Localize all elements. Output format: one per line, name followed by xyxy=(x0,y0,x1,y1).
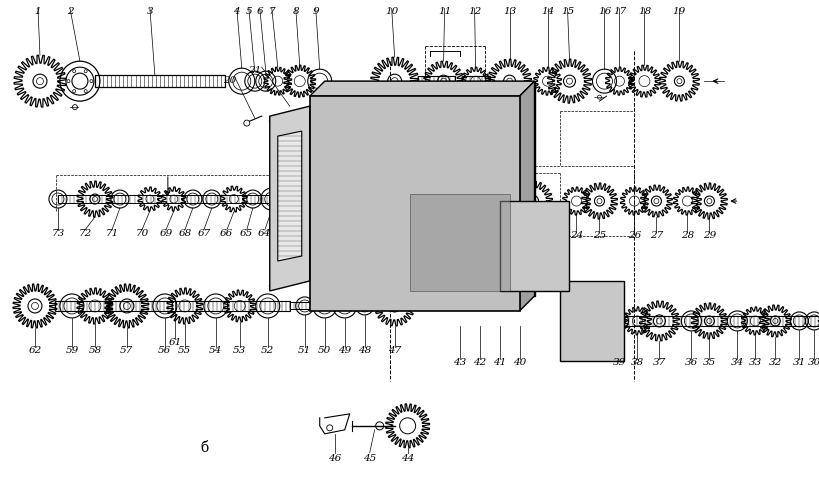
Text: 23: 23 xyxy=(525,231,539,240)
Text: 63: 63 xyxy=(283,229,296,238)
Text: 9: 9 xyxy=(312,7,319,16)
Text: 49: 49 xyxy=(337,346,351,355)
Text: 66: 66 xyxy=(220,229,233,238)
Bar xyxy=(461,76,489,86)
Bar xyxy=(95,75,224,87)
Polygon shape xyxy=(278,131,301,261)
Text: 12: 12 xyxy=(468,7,481,16)
Text: 34: 34 xyxy=(730,358,743,367)
Text: 68: 68 xyxy=(178,229,191,238)
Text: 46: 46 xyxy=(328,454,341,463)
Text: 50: 50 xyxy=(318,346,331,355)
Text: 71: 71 xyxy=(105,229,119,238)
Text: 70: 70 xyxy=(135,229,148,238)
Bar xyxy=(289,303,419,310)
Text: 30: 30 xyxy=(807,358,819,367)
Text: 73: 73 xyxy=(52,229,65,238)
Text: 21: 21 xyxy=(248,66,261,75)
Text: 41: 41 xyxy=(492,358,505,367)
Text: 16: 16 xyxy=(597,7,610,16)
Text: 53: 53 xyxy=(233,346,247,355)
Text: 24: 24 xyxy=(569,231,582,240)
Bar xyxy=(499,201,569,291)
Text: 4: 4 xyxy=(233,7,240,16)
Text: 44: 44 xyxy=(400,454,414,463)
Text: 15: 15 xyxy=(560,7,573,16)
Bar xyxy=(55,301,289,311)
Text: 38: 38 xyxy=(630,358,643,367)
Polygon shape xyxy=(269,106,310,291)
Text: 19: 19 xyxy=(672,7,686,16)
Text: 17: 17 xyxy=(612,7,626,16)
Text: 43: 43 xyxy=(452,358,466,367)
Text: 32: 32 xyxy=(767,358,781,367)
Text: 5: 5 xyxy=(245,7,251,16)
Text: 18: 18 xyxy=(637,7,650,16)
Text: 10: 10 xyxy=(385,7,398,16)
Text: 3: 3 xyxy=(147,7,153,16)
Text: 59: 59 xyxy=(66,346,79,355)
Text: 40: 40 xyxy=(513,358,526,367)
Text: 48: 48 xyxy=(358,346,371,355)
Text: 7: 7 xyxy=(268,7,274,16)
Text: 47: 47 xyxy=(387,346,400,355)
Text: 8: 8 xyxy=(292,7,299,16)
Text: 54: 54 xyxy=(209,346,222,355)
Text: 13: 13 xyxy=(502,7,515,16)
Polygon shape xyxy=(310,81,534,96)
Bar xyxy=(417,76,454,86)
Text: 67: 67 xyxy=(197,229,210,238)
Text: 65: 65 xyxy=(240,229,253,238)
Text: 33: 33 xyxy=(748,358,761,367)
Text: 61: 61 xyxy=(168,338,181,347)
Text: 64: 64 xyxy=(258,229,271,238)
Polygon shape xyxy=(519,81,534,311)
Bar xyxy=(58,195,300,203)
Text: 14: 14 xyxy=(541,7,554,16)
Text: 72: 72 xyxy=(78,229,92,238)
Text: 55: 55 xyxy=(178,346,191,355)
Text: 42: 42 xyxy=(473,358,486,367)
Text: б: б xyxy=(201,441,209,455)
Text: 26: 26 xyxy=(627,231,640,240)
Text: 25: 25 xyxy=(592,231,605,240)
Bar xyxy=(604,316,818,326)
Text: 57: 57 xyxy=(120,346,133,355)
Text: 58: 58 xyxy=(88,346,102,355)
Text: 62: 62 xyxy=(29,346,42,355)
Text: 29: 29 xyxy=(702,231,715,240)
Text: 45: 45 xyxy=(363,454,376,463)
Text: 31: 31 xyxy=(792,358,805,367)
Text: 69: 69 xyxy=(159,229,172,238)
Text: 51: 51 xyxy=(298,346,311,355)
Text: 39: 39 xyxy=(612,358,626,367)
Text: 22: 22 xyxy=(487,231,500,240)
Text: 35: 35 xyxy=(702,358,715,367)
Text: 11: 11 xyxy=(437,7,450,16)
Text: 27: 27 xyxy=(649,231,663,240)
Text: 2: 2 xyxy=(66,7,73,16)
Text: 20: 20 xyxy=(223,76,236,85)
Bar xyxy=(310,96,519,311)
Text: 1: 1 xyxy=(34,7,41,16)
Text: 37: 37 xyxy=(652,358,665,367)
Bar xyxy=(559,281,624,361)
Text: 28: 28 xyxy=(680,231,693,240)
Text: 52: 52 xyxy=(260,346,274,355)
Text: 36: 36 xyxy=(684,358,697,367)
Polygon shape xyxy=(324,81,534,296)
Text: 56: 56 xyxy=(158,346,171,355)
Bar xyxy=(410,194,509,291)
Text: 6: 6 xyxy=(256,7,263,16)
